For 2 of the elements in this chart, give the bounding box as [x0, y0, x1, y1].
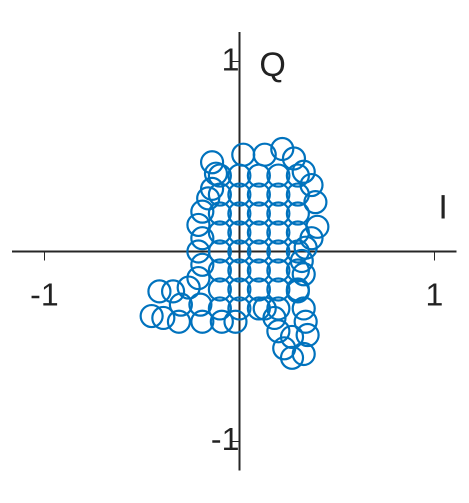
y-axis-title: Q	[259, 46, 286, 84]
x-axis-title: I	[438, 188, 448, 226]
